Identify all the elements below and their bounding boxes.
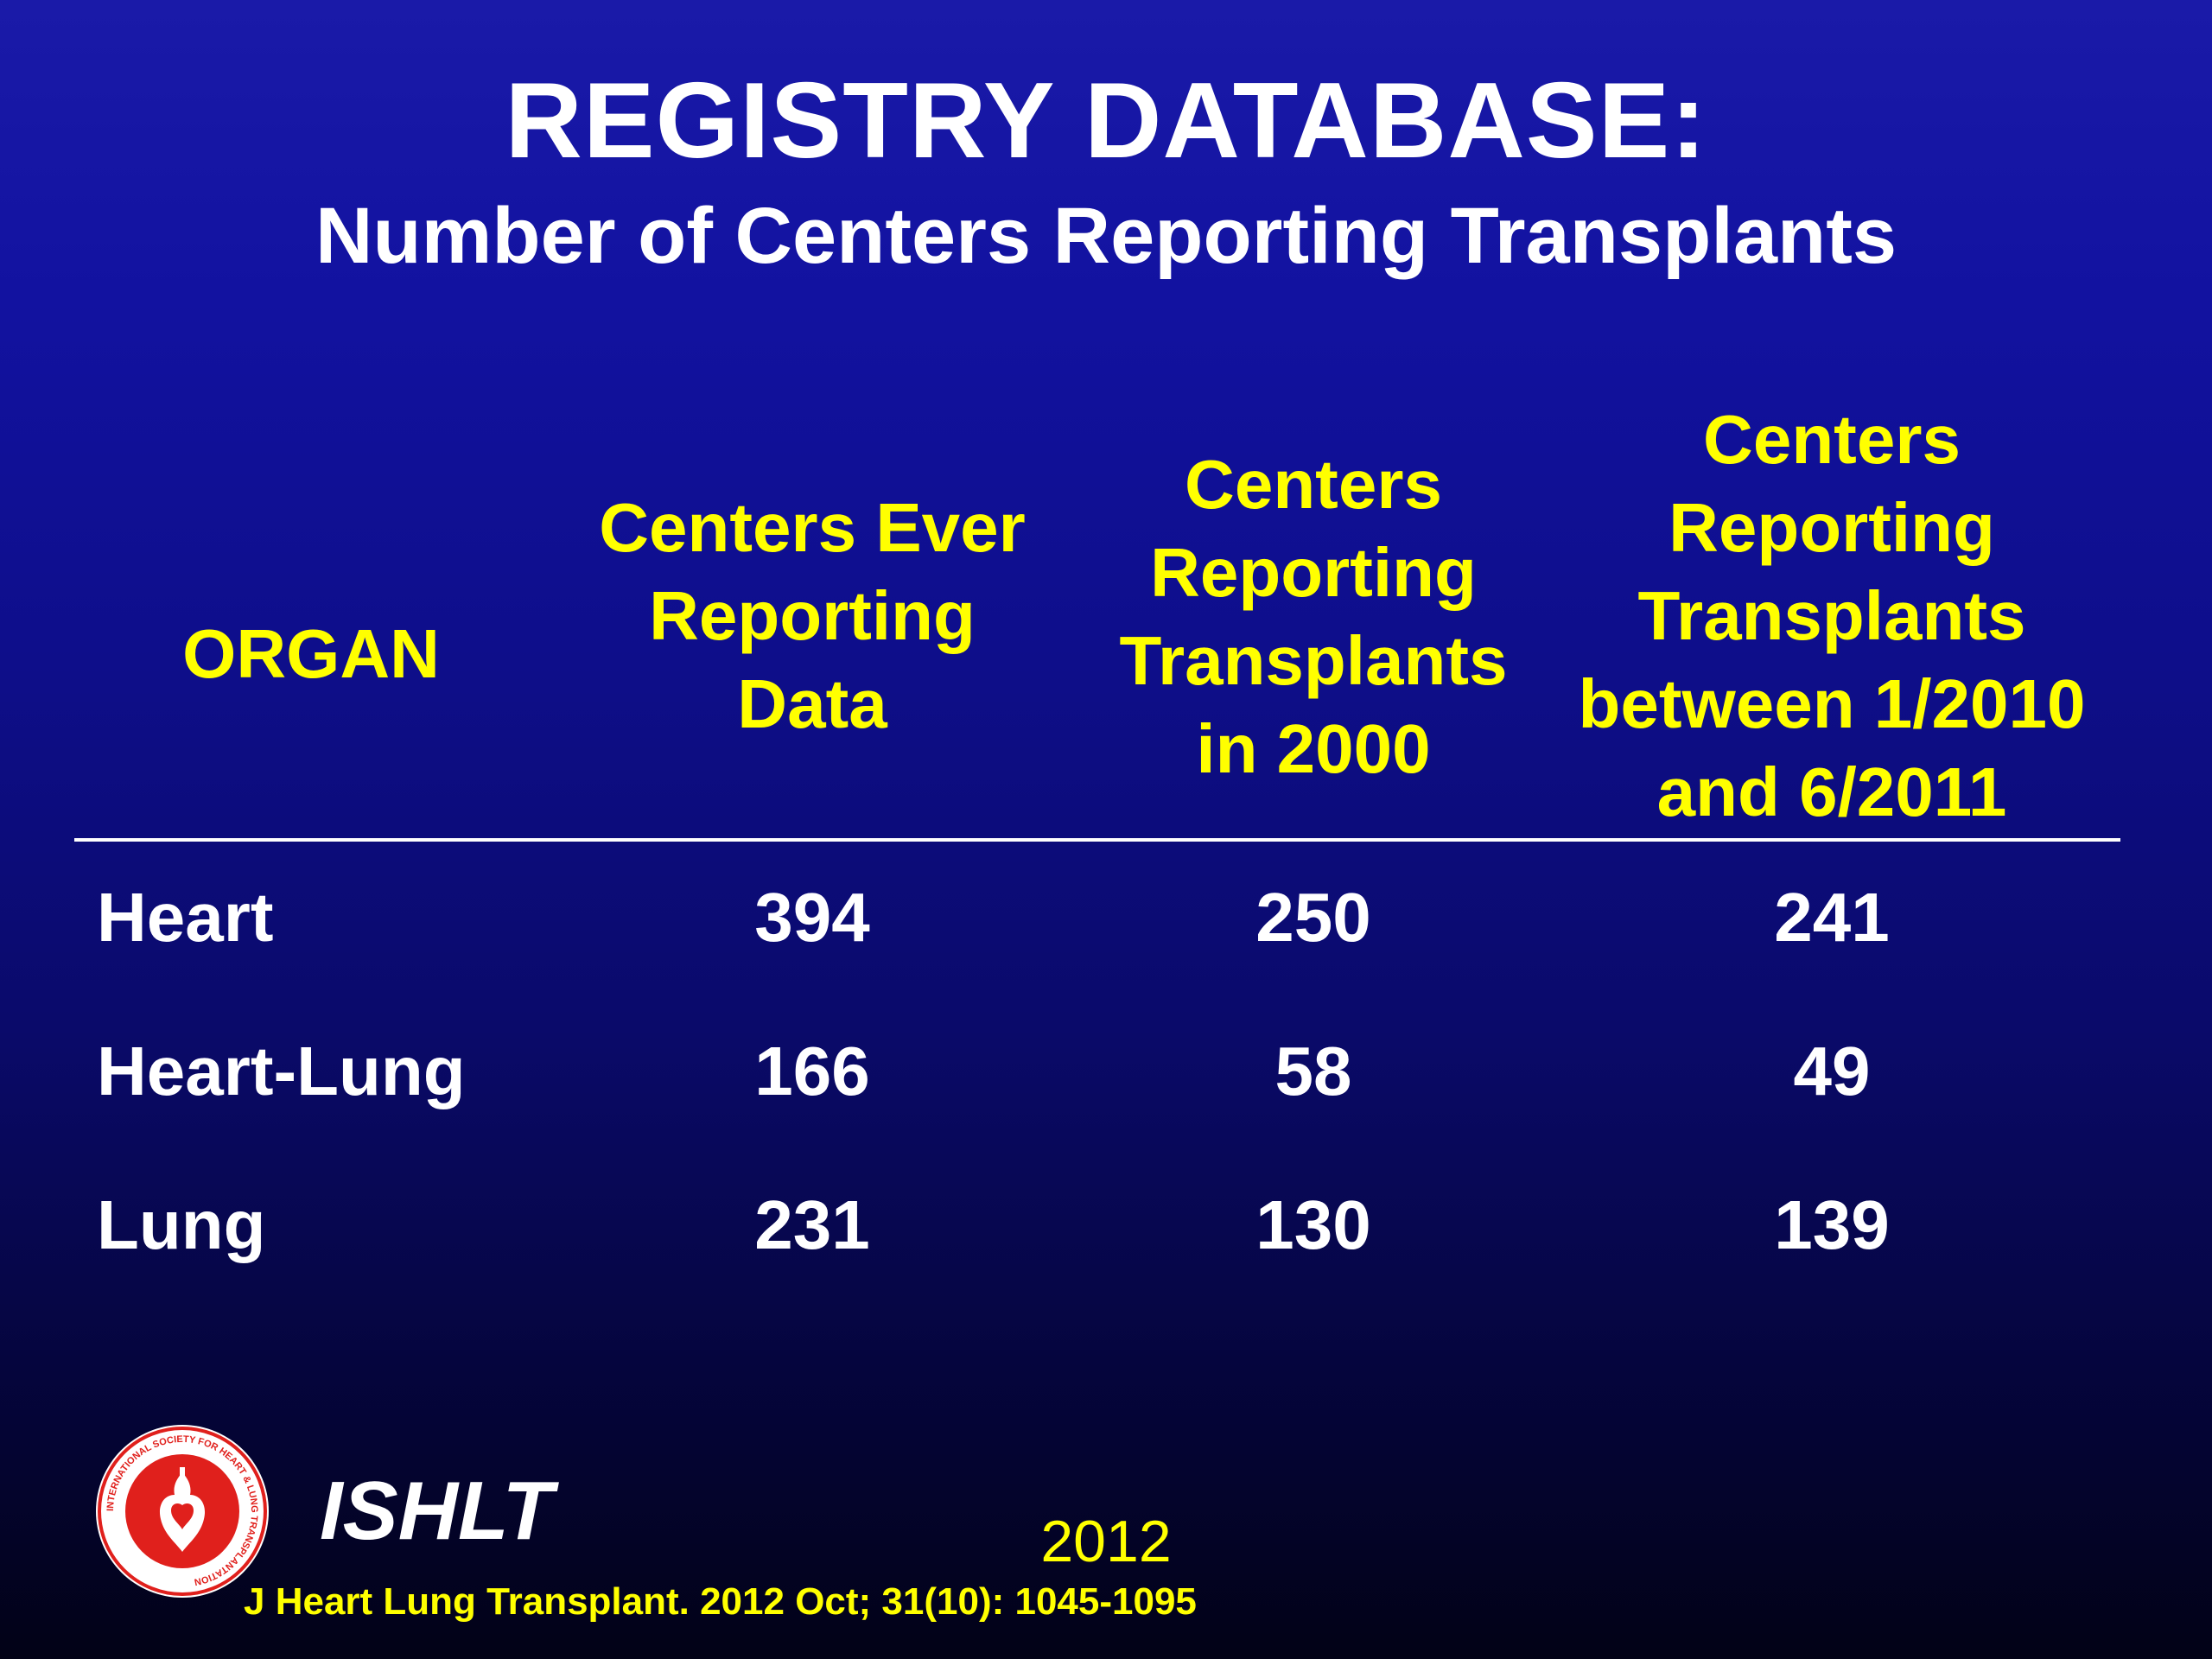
header-line: Reporting	[1669, 489, 1995, 566]
slide-subtitle: Number of Centers Reporting Transplants	[315, 192, 1897, 280]
ishlt-seal-icon: INTERNATIONAL SOCIETY FOR HEART & LUNG T…	[96, 1425, 269, 1598]
header-line: Transplants	[1637, 577, 2026, 654]
header-line: Centers	[1703, 401, 1961, 478]
footer-citation: J Heart Lung Transplant. 2012 Oct; 31(10…	[244, 1580, 1197, 1623]
centers-2000-cell: 130	[1255, 1186, 1371, 1263]
brand-name: ISHLT	[320, 1465, 554, 1557]
centers-2010-2011-cell: 241	[1774, 879, 1890, 956]
header-line: between 1/2010	[1578, 665, 2086, 742]
table-row: Heart 394 250 241	[0, 874, 2212, 978]
centers-2000-cell: 250	[1255, 879, 1371, 956]
header-centers-in-2000: Centers Reporting Transplants in 2000	[1054, 441, 1573, 793]
ishlt-seal-logo: INTERNATIONAL SOCIETY FOR HEART & LUNG T…	[93, 1422, 271, 1600]
header-centers-2010-2011: Centers Reporting Transplants between 1/…	[1547, 396, 2117, 836]
centers-ever-cell: 394	[754, 879, 870, 956]
table-row: Lung 231 130 139	[0, 1182, 2212, 1286]
centers-ever-cell: 231	[754, 1186, 870, 1263]
table-row: Heart-Lung 166 58 49	[0, 1028, 2212, 1132]
organ-cell: Lung	[97, 1186, 266, 1263]
header-line: Data	[737, 665, 887, 742]
header-divider	[74, 838, 2120, 842]
centers-ever-cell: 166	[754, 1033, 870, 1109]
slide-title: REGISTRY DATABASE:	[505, 61, 1707, 181]
centers-2010-2011-cell: 139	[1774, 1186, 1890, 1263]
header-line: Reporting	[649, 577, 976, 654]
header-line: Reporting	[1150, 534, 1477, 611]
centers-2000-cell: 58	[1274, 1033, 1352, 1109]
header-line: in 2000	[1196, 710, 1431, 787]
header-line: Centers Ever	[599, 489, 1026, 566]
centers-2010-2011-cell: 49	[1793, 1033, 1871, 1109]
header-line: and 6/2011	[1656, 753, 2007, 830]
organ-cell: Heart	[97, 879, 274, 956]
header-line: Centers	[1185, 446, 1442, 523]
header-organ: ORGAN	[182, 615, 440, 692]
footer-year: 2012	[1040, 1509, 1172, 1574]
header-line: Transplants	[1119, 622, 1508, 699]
organ-cell: Heart-Lung	[97, 1033, 466, 1109]
header-centers-ever-reporting: Centers Ever Reporting Data	[553, 484, 1071, 748]
